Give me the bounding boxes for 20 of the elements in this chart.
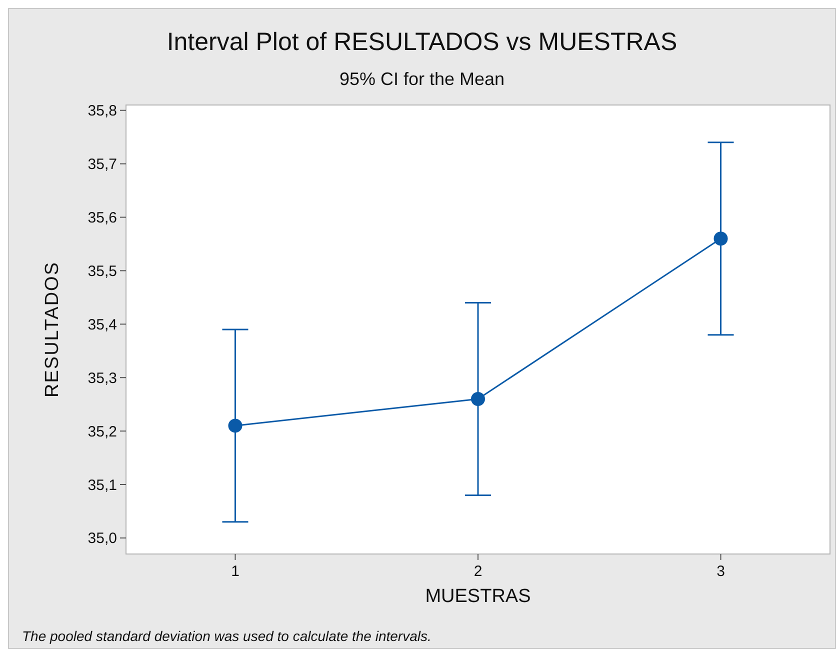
- y-tick-label: 35,5: [88, 262, 117, 280]
- chart-subtitle: 95% CI for the Mean: [339, 69, 505, 89]
- y-tick-label: 35,6: [88, 210, 117, 226]
- y-tick-label: 35,2: [88, 423, 117, 440]
- y-tick-label: 35,4: [88, 316, 117, 334]
- x-tick-label: 3: [716, 563, 725, 580]
- text: The pooled standard deviation was used to calculate the intervals.: [22, 628, 432, 644]
- x-axis-title: MUESTRAS: [425, 586, 531, 607]
- point: [714, 232, 728, 246]
- chart-title: Interval Plot of RESULTADOS vs MUESTRAS: [166, 28, 678, 56]
- y-tick-label: 35,1: [88, 476, 117, 494]
- y-tick-label: 35,0: [88, 530, 117, 548]
- y-tick-label: 35,7: [88, 156, 117, 174]
- x-tick-label: 2: [474, 563, 482, 580]
- point: [228, 418, 242, 433]
- point: [471, 392, 485, 406]
- y-axis-title: RESULTADOS: [42, 262, 63, 398]
- y-tick-label: 35,8: [88, 102, 117, 120]
- x-tick-label: 1: [231, 563, 240, 580]
- y-tick-label: 35,3: [88, 370, 117, 387]
